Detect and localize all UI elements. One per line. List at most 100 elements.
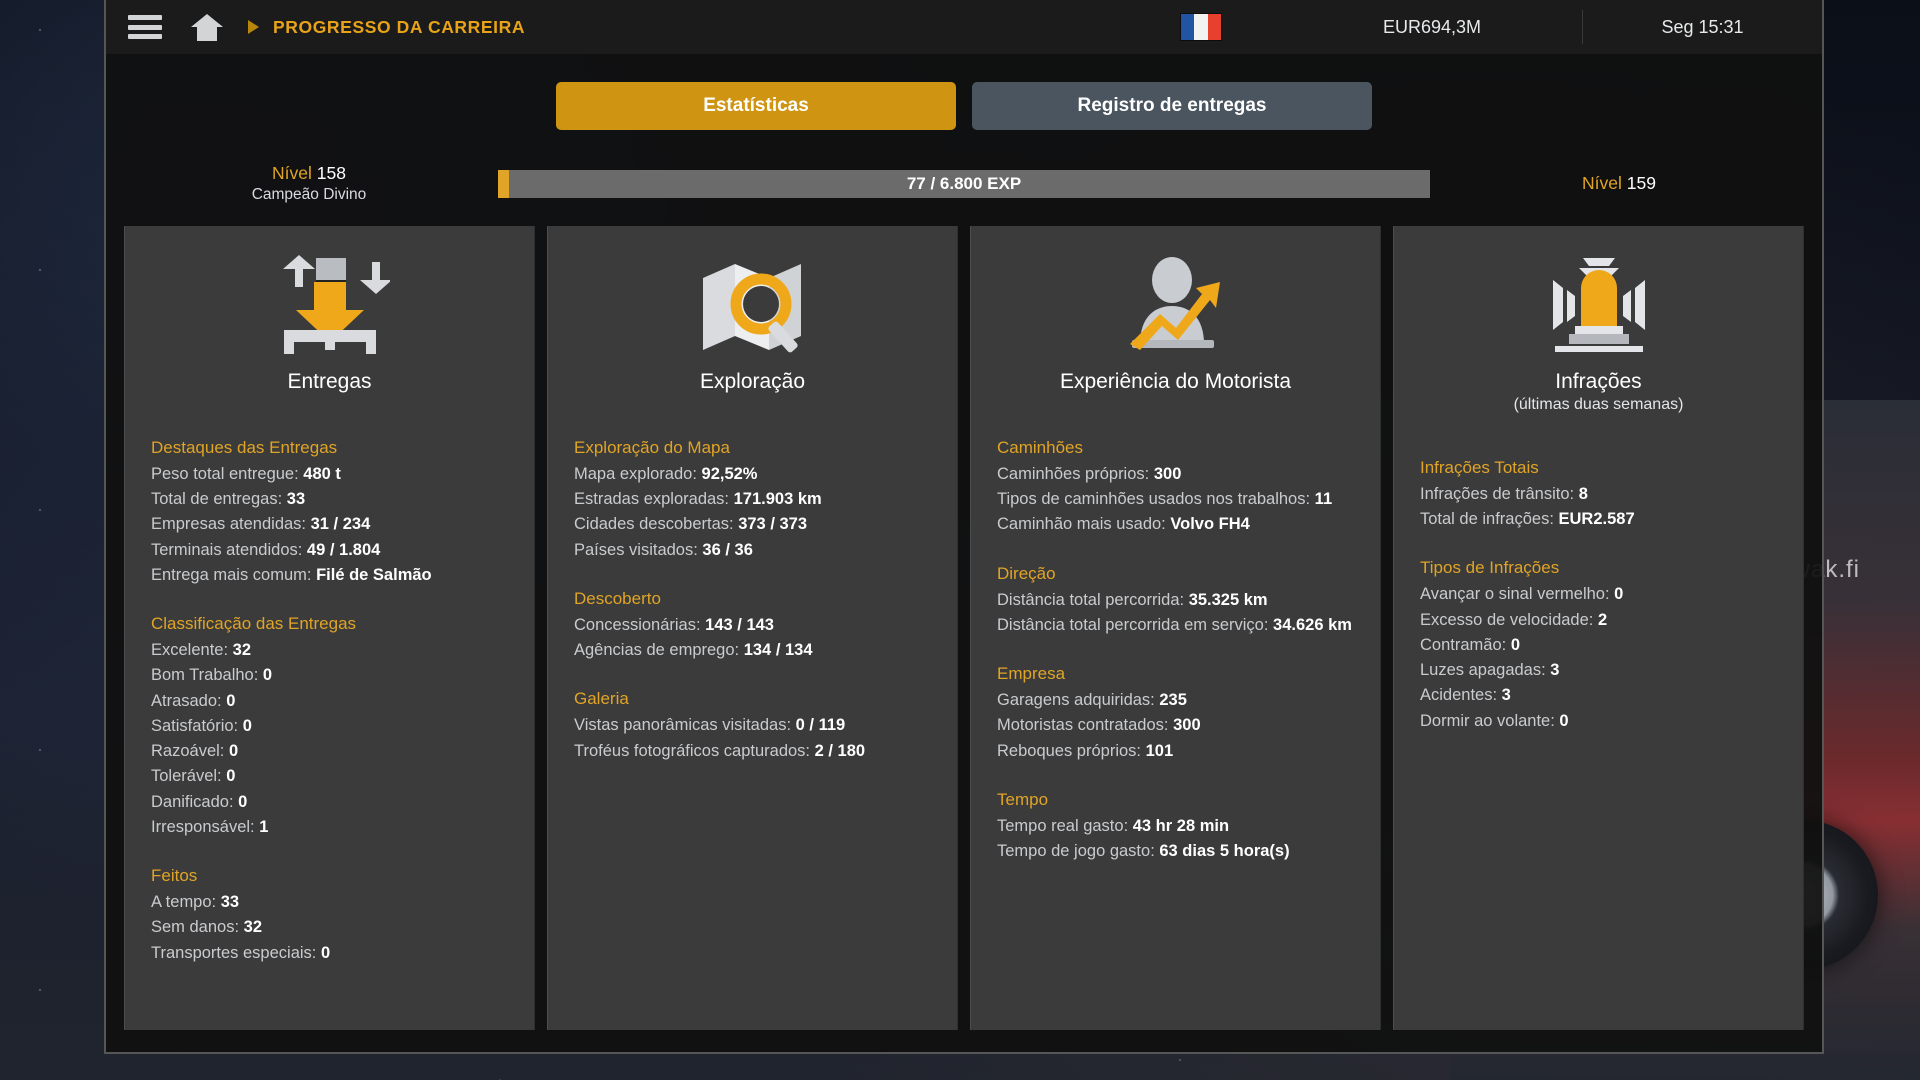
stat-label: Vistas panorâmicas visitadas:	[574, 716, 792, 735]
stat-value: Filé de Salmão	[316, 565, 432, 584]
stat-row: Distância total percorrida: 35.325 km	[997, 588, 1354, 613]
stat-row: Troféus fotográficos capturados: 2 / 180	[574, 739, 931, 764]
stat-row: Tolerável: 0	[151, 764, 508, 789]
panel-title: Experiência do Motorista	[1059, 370, 1292, 393]
stat-row: Sem danos: 32	[151, 915, 508, 940]
stat-value: 32	[243, 918, 263, 937]
stat-label: Total de infrações:	[1420, 510, 1554, 529]
home-icon[interactable]	[190, 12, 224, 42]
stat-label: Transportes especiais:	[151, 943, 317, 962]
stat-row: Motoristas contratados: 300	[997, 713, 1354, 738]
stat-row: Excesso de velocidade: 2	[1420, 608, 1777, 633]
stat-row: Caminhões próprios: 300	[997, 462, 1354, 487]
stat-label: Distância total percorrida:	[997, 590, 1185, 609]
group-exploracao-do-mapa: Exploração do Mapa Mapa explorado: 92,52…	[574, 438, 931, 563]
stat-row: Total de entregas: 33	[151, 487, 508, 512]
stats-panels: Entregas Destaques das Entregas Peso tot…	[106, 212, 1822, 1052]
stat-value: 373 / 373	[738, 515, 808, 534]
stat-row: Concessionárias: 143 / 143	[574, 613, 931, 638]
group-title: Tipos de Infrações	[1420, 558, 1560, 578]
group-title: Direção	[997, 563, 1056, 583]
stat-value: 0	[226, 691, 236, 710]
stat-label: Excelente:	[151, 641, 229, 660]
map-magnifier-icon	[574, 252, 931, 356]
stat-label: Contramão:	[1420, 635, 1507, 654]
stat-row: Irresponsável: 1	[151, 815, 508, 840]
stat-label: Tipos de caminhões usados nos trabalhos:	[997, 490, 1311, 509]
stat-row: Excelente: 32	[151, 638, 508, 663]
stat-value: 3	[1550, 661, 1560, 680]
stat-value: 0 / 119	[795, 716, 846, 735]
stat-value: 0	[1559, 711, 1569, 730]
group-galeria: Galeria Vistas panorâmicas visitadas: 0 …	[574, 689, 931, 763]
hamburger-icon[interactable]	[128, 15, 162, 39]
stat-value: 0	[238, 792, 248, 811]
group-title: Classificação das Entregas	[151, 614, 357, 634]
stat-row: Transportes especiais: 0	[151, 941, 508, 966]
stat-label: Atrasado:	[151, 691, 222, 710]
stat-value: 2	[1597, 610, 1608, 629]
stat-value: 0	[226, 767, 236, 786]
group-title: Feitos	[151, 866, 198, 886]
stat-row: Entrega mais comum: Filé de Salmão	[151, 563, 508, 588]
group-feitos: Feitos A tempo: 33 Sem danos: 32 Transpo…	[151, 866, 508, 966]
group-tempo: Tempo Tempo real gasto: 43 hr 28 min Tem…	[997, 790, 1354, 864]
stat-row: Vistas panorâmicas visitadas: 0 / 119	[574, 713, 931, 738]
tab-estatisticas[interactable]: Estatísticas	[556, 82, 956, 130]
stat-row: Bom Trabalho: 0	[151, 663, 508, 688]
next-level-prefix: Nível	[1582, 173, 1622, 194]
group-title: Infrações Totais	[1420, 458, 1539, 477]
top-bar-right: EUR694,3M Seg 15:31	[1180, 0, 1822, 54]
stat-value: 300	[1153, 465, 1182, 483]
stat-row: Peso total entregue: 480 t	[151, 462, 508, 487]
group-infracoes-totais: Infrações Totais Infrações de trânsito: …	[1420, 458, 1777, 532]
stat-value: 235	[1159, 691, 1187, 710]
chevron-right-icon	[248, 20, 259, 34]
stat-value: 33	[286, 490, 306, 509]
stat-label: Tempo de jogo gasto:	[997, 842, 1155, 861]
exp-progress-bar: 77 / 6.800 EXP	[498, 170, 1430, 198]
stat-value: 43 hr 28 min	[1132, 816, 1230, 835]
stat-label: Infrações de trânsito:	[1420, 485, 1575, 503]
stat-row: Luzes apagadas: 3	[1420, 658, 1777, 683]
stat-label: Tempo real gasto:	[997, 816, 1129, 835]
stat-row: Infrações de trânsito: 8	[1420, 482, 1777, 507]
stat-label: Caminhões próprios:	[997, 465, 1150, 483]
group-tipos-de-infracoes: Tipos de Infrações Avançar o sinal verme…	[1420, 558, 1777, 733]
panel-title: Infrações	[1555, 370, 1642, 393]
group-destaques: Destaques das Entregas Peso total entreg…	[151, 438, 508, 588]
stat-row: Razoável: 0	[151, 739, 508, 764]
stat-label: Excesso de velocidade:	[1420, 610, 1594, 629]
stat-label: Entrega mais comum:	[151, 565, 312, 584]
stat-value: EUR2.587	[1558, 510, 1635, 529]
stat-value: 63 dias 5 hora(s)	[1159, 842, 1290, 861]
stat-row: Distância total percorrida em serviço: 3…	[997, 613, 1354, 638]
stat-value: 32	[232, 641, 251, 660]
stat-row: Garagens adquiridas: 235	[997, 688, 1354, 713]
panel-header: Exploração	[574, 252, 931, 394]
stat-row: Tipos de caminhões usados nos trabalhos:…	[997, 487, 1354, 512]
stat-value: 0	[242, 716, 252, 735]
stat-row: Países visitados: 36 / 36	[574, 538, 931, 563]
stat-label: Motoristas contratados:	[997, 716, 1169, 735]
stat-label: Danificado:	[151, 792, 234, 811]
stat-label: Terminais atendidos:	[151, 540, 303, 559]
stat-value: 33	[220, 893, 240, 912]
stat-label: Concessionárias:	[574, 615, 701, 634]
france-flag-icon	[1180, 13, 1222, 41]
stat-value: 0	[1614, 585, 1624, 604]
stat-row: Danificado: 0	[151, 790, 508, 815]
stat-label: Garagens adquiridas:	[997, 691, 1155, 710]
stat-row: Tempo real gasto: 43 hr 28 min	[997, 814, 1354, 839]
stat-row: Tempo de jogo gasto: 63 dias 5 hora(s)	[997, 839, 1354, 864]
delivery-pallet-arrow-icon	[151, 252, 508, 356]
stat-value: 480 t	[303, 465, 341, 483]
stat-row: Avançar o sinal vermelho: 0	[1420, 582, 1777, 607]
stat-value: 171.903 km	[733, 490, 822, 509]
group-title: Galeria	[574, 689, 629, 709]
panel-subtitle: (últimas duas semanas)	[1513, 396, 1684, 413]
tab-registro-de-entregas[interactable]: Registro de entregas	[972, 82, 1372, 130]
stat-label: Irresponsável:	[151, 817, 255, 836]
driver-growth-chart-icon	[997, 252, 1354, 356]
stat-value: 92,52%	[701, 465, 758, 483]
